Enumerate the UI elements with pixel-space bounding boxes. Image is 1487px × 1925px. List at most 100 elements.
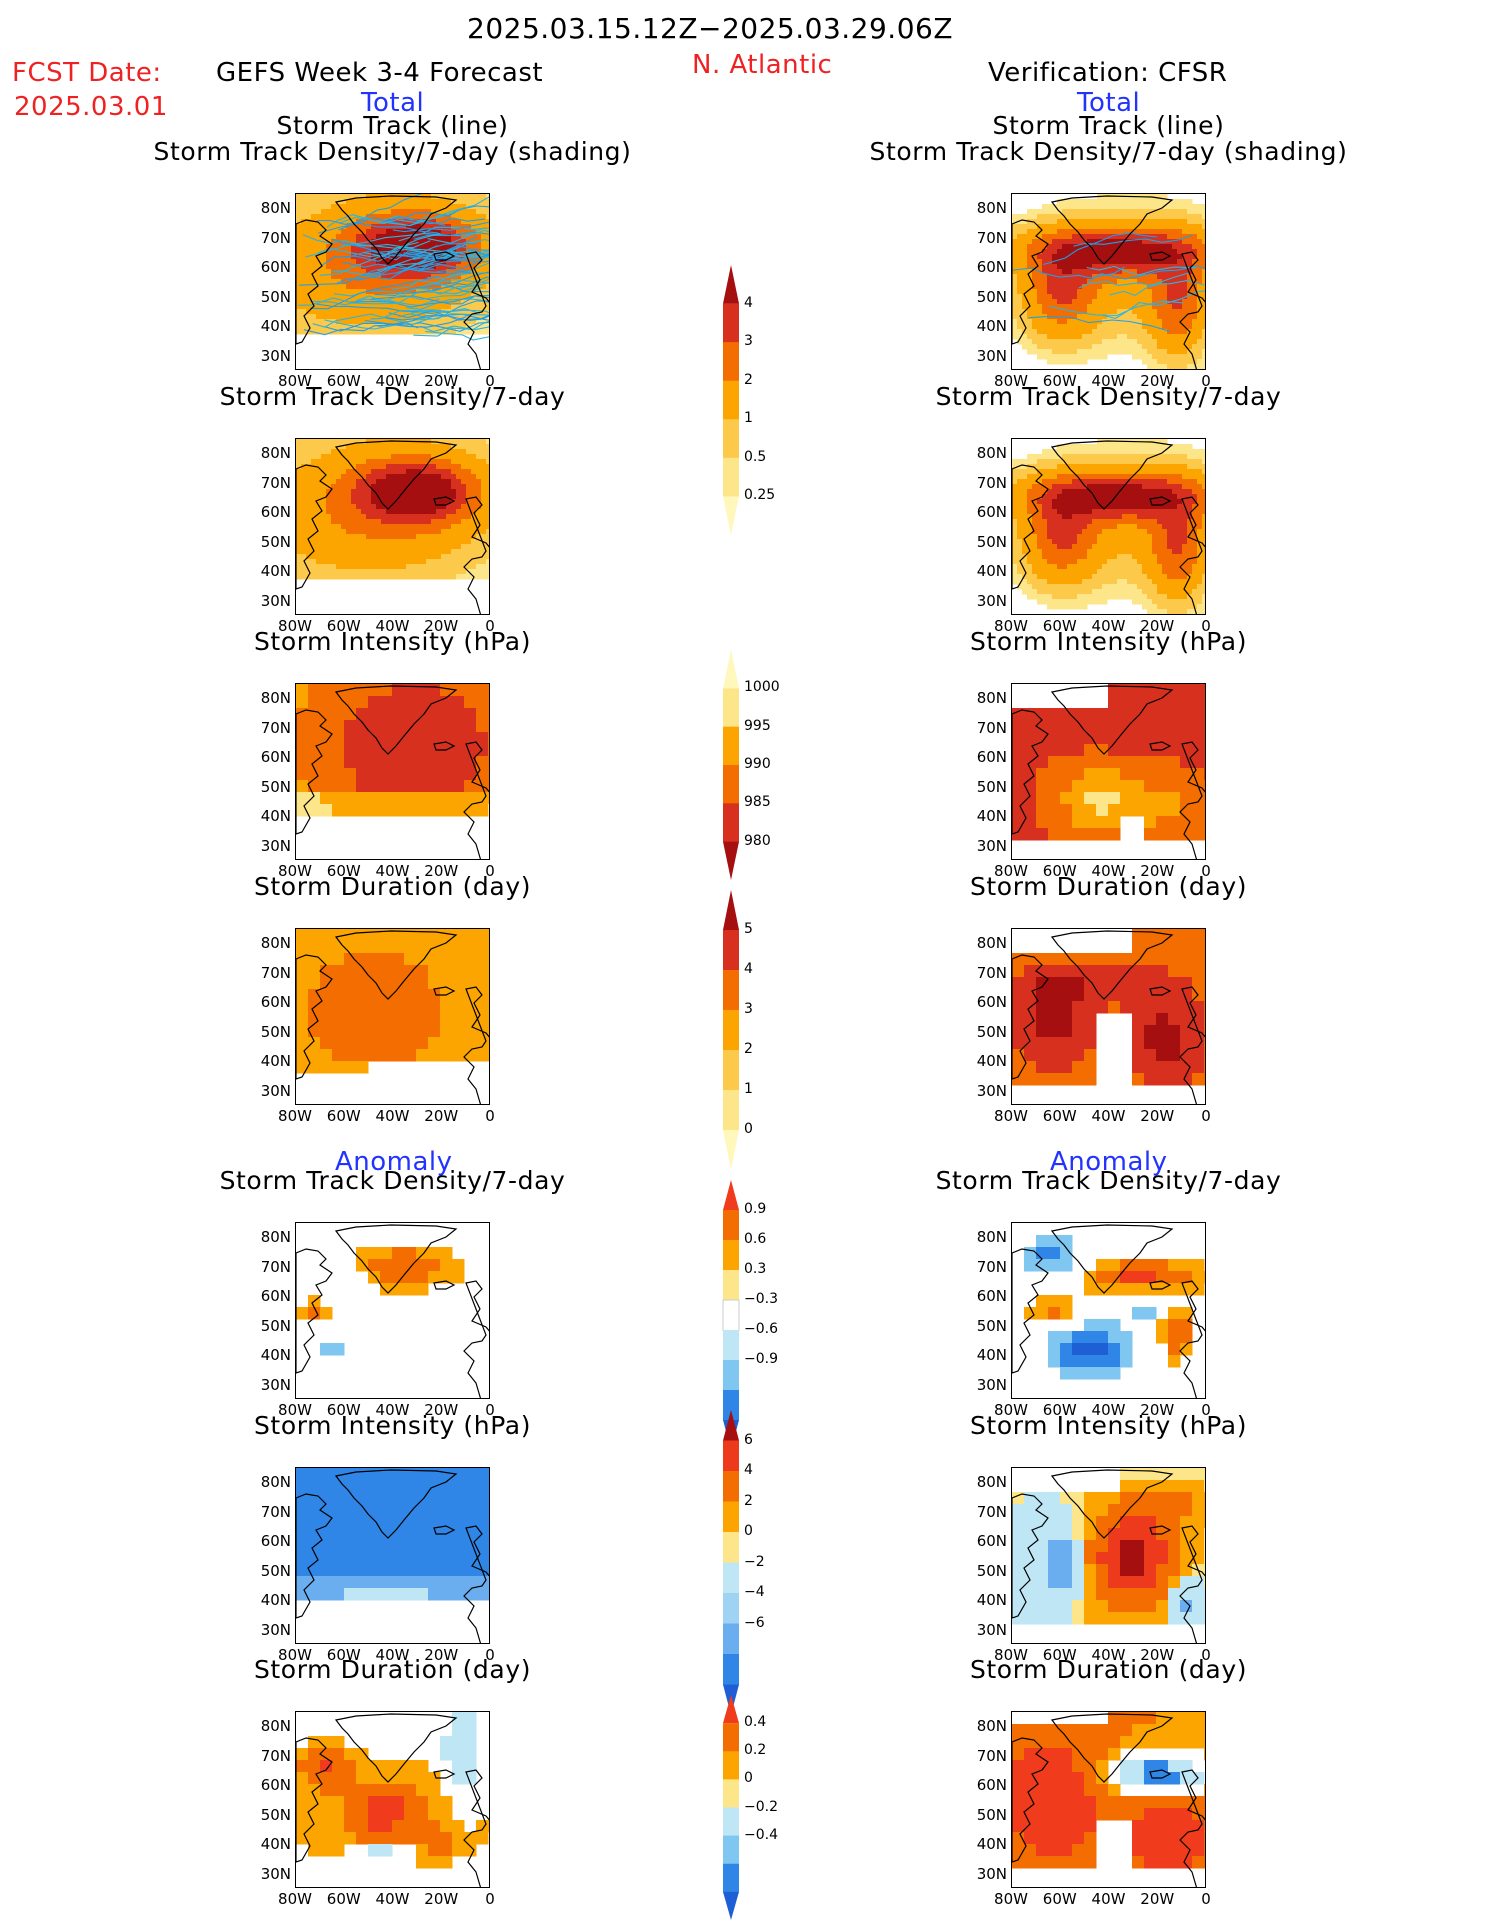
colorbar-tick-label: 1	[744, 410, 753, 427]
lat-tick-label: 40N	[260, 1835, 291, 1853]
lat-tick-label: 40N	[976, 562, 1007, 580]
left-anomaly-label: Anomaly	[335, 1147, 453, 1177]
lon-tick-label: 80W	[994, 617, 1028, 635]
lat-tick-label: 50N	[976, 287, 1007, 306]
panel-title-density: Storm Track Density/7-day	[219, 1166, 566, 1195]
lon-tick-label: 0	[485, 1890, 495, 1908]
lat-tick-label: 30N	[976, 836, 1007, 855]
colorbar-tick-label: 6	[744, 1431, 753, 1448]
colorbar-density_total	[722, 265, 740, 539]
lon-tick-label: 20W	[1140, 1646, 1175, 1664]
lon-tick-label: 80W	[278, 1646, 312, 1664]
lat-tick-label: 70N	[976, 228, 1007, 247]
lon-tick-label: 80W	[994, 1107, 1028, 1125]
colorbar-duration_total	[722, 890, 740, 1174]
lon-tick-label: 0	[1201, 1890, 1211, 1908]
lon-tick-label: 0	[485, 372, 495, 390]
lon-tick-label: 60W	[1042, 1646, 1077, 1664]
lat-tick-label: 60N	[976, 503, 1007, 521]
lat-tick-label: 50N	[976, 532, 1007, 551]
colorbar-tick-label: 0	[744, 1121, 753, 1137]
colorbar-tick-label: 3	[744, 1001, 753, 1017]
map-density-forecast	[295, 438, 490, 615]
colorbar-tick-label: 2	[744, 371, 753, 388]
lat-tick-label: 30N	[976, 1620, 1007, 1639]
colorbar-tick-label: 985	[744, 794, 771, 811]
lon-tick-label: 20W	[424, 1890, 459, 1908]
colorbar-tick-label: −0.9	[744, 1351, 778, 1367]
lat-tick-label: 60N	[976, 748, 1007, 766]
map-adensity-forecast	[295, 1222, 490, 1399]
lon-tick-label: 40W	[1091, 372, 1126, 390]
lat-tick-label: 30N	[260, 1081, 291, 1100]
lon-tick-label: 20W	[424, 862, 459, 880]
panel-title-track_line: Storm Track (line)	[992, 111, 1225, 140]
lat-tick-label: 70N	[260, 718, 291, 737]
map-track-verification	[1011, 193, 1206, 370]
lat-tick-label: 40N	[260, 1346, 291, 1364]
colorbar-tick-label: −0.2	[744, 1798, 778, 1815]
lat-tick-label: 60N	[260, 748, 291, 766]
lon-tick-label: 40W	[1091, 862, 1126, 880]
lat-tick-label: 40N	[260, 317, 291, 335]
lat-tick-label: 70N	[260, 1257, 291, 1276]
colorbar-tick-label: 0	[744, 1770, 753, 1787]
lon-tick-label: 60W	[1042, 862, 1077, 880]
lon-tick-label: 40W	[375, 1107, 410, 1125]
lon-tick-label: 20W	[424, 617, 459, 635]
colorbar-tick-label: 980	[744, 832, 771, 849]
lat-tick-label: 80N	[976, 199, 1007, 217]
lon-tick-label: 80W	[994, 1890, 1028, 1908]
lat-tick-label: 50N	[976, 1561, 1007, 1580]
lon-tick-label: 60W	[326, 1107, 361, 1125]
lat-tick-label: 70N	[260, 1502, 291, 1521]
lon-tick-label: 80W	[278, 372, 312, 390]
lon-tick-label: 20W	[1140, 617, 1175, 635]
lon-tick-label: 60W	[1042, 372, 1077, 390]
lon-tick-label: 80W	[994, 1401, 1028, 1419]
lat-tick-label: 70N	[976, 1257, 1007, 1276]
lat-tick-label: 80N	[260, 1717, 291, 1735]
lon-tick-label: 60W	[1042, 1890, 1077, 1908]
lon-tick-label: 0	[485, 617, 495, 635]
map-intensity-verification	[1011, 683, 1206, 860]
lat-tick-label: 40N	[976, 1835, 1007, 1853]
lat-tick-label: 70N	[260, 963, 291, 982]
map-adensity-verification	[1011, 1222, 1206, 1399]
lon-tick-label: 60W	[326, 1890, 361, 1908]
lat-tick-label: 80N	[260, 444, 291, 462]
panel-title-density: Storm Track Density/7-day	[219, 382, 566, 411]
lon-tick-label: 60W	[326, 617, 361, 635]
lat-tick-label: 60N	[260, 993, 291, 1011]
lon-tick-label: 40W	[1091, 1401, 1126, 1419]
lon-tick-label: 80W	[994, 372, 1028, 390]
lat-tick-label: 60N	[976, 1287, 1007, 1305]
panel-title-track_line: Storm Track (line)	[276, 111, 509, 140]
map-aintensity-verification	[1011, 1467, 1206, 1644]
fcst-date-value: 2025.03.01	[14, 92, 168, 122]
lat-tick-label: 30N	[260, 591, 291, 610]
lon-tick-label: 80W	[278, 1890, 312, 1908]
colorbar-duration_anom	[722, 1695, 740, 1924]
colorbar-tick-label: 4	[744, 1462, 753, 1478]
lon-tick-label: 60W	[326, 1401, 361, 1419]
panel-title-density: Storm Track Density/7-day	[935, 382, 1282, 411]
lat-tick-label: 50N	[260, 1561, 291, 1580]
map-duration-verification	[1011, 928, 1206, 1105]
lon-tick-label: 20W	[1140, 1890, 1175, 1908]
left-total-label: Total	[361, 88, 425, 118]
colorbar-tick-label: 5	[744, 921, 753, 937]
lat-tick-label: 60N	[976, 258, 1007, 276]
panel-title-intensity: Storm Intensity (hPa)	[969, 627, 1248, 656]
panel-title-intensity: Storm Intensity (hPa)	[253, 1411, 532, 1440]
lat-tick-label: 30N	[976, 346, 1007, 365]
lon-tick-label: 20W	[1140, 372, 1175, 390]
lon-tick-label: 80W	[278, 617, 312, 635]
date-range-title: 2025.03.15.12Z−2025.03.29.06Z	[467, 12, 954, 45]
lat-tick-label: 30N	[260, 1375, 291, 1394]
lon-tick-label: 80W	[278, 862, 312, 880]
map-aduration-verification	[1011, 1711, 1206, 1888]
colorbar-tick-label: 0.5	[744, 448, 767, 465]
lon-tick-label: 0	[485, 1107, 495, 1125]
colorbar-tick-label: −0.3	[744, 1291, 778, 1307]
